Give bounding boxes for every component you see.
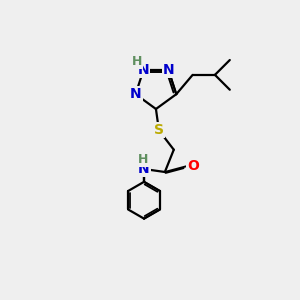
Text: N: N xyxy=(130,87,141,101)
Text: H: H xyxy=(132,55,142,68)
Text: S: S xyxy=(154,123,164,137)
Text: N: N xyxy=(138,162,150,176)
Text: O: O xyxy=(187,159,199,173)
Text: N: N xyxy=(163,63,174,77)
Text: H: H xyxy=(138,153,148,166)
Text: N: N xyxy=(138,63,149,77)
